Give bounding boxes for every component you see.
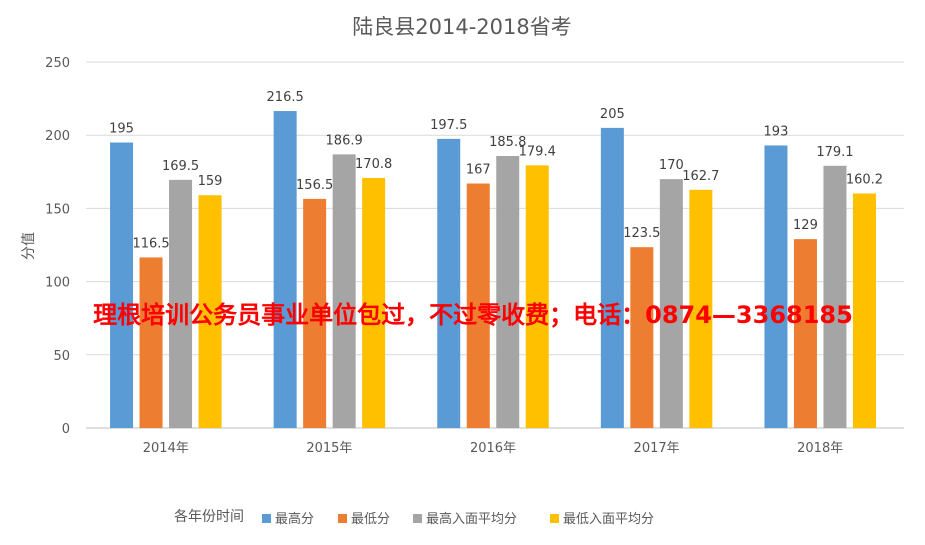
bar xyxy=(659,179,683,428)
data-label: 167 xyxy=(466,163,491,178)
x-tick-label: 2014年 xyxy=(143,441,189,456)
y-tick-label: 150 xyxy=(45,202,70,217)
legend-label: 最低入面平均分 xyxy=(563,512,654,527)
legend-swatch xyxy=(262,514,271,523)
bar xyxy=(139,257,163,428)
x-axis-ticks: 2014年 2015年 2016年 2017年 2018年 xyxy=(143,441,843,456)
legend-swatch xyxy=(413,514,422,523)
legend-swatch xyxy=(338,514,347,523)
bar xyxy=(303,198,327,428)
y-tick-label: 250 xyxy=(45,56,70,71)
data-label: 169.5 xyxy=(162,159,199,174)
bar xyxy=(689,189,713,428)
legend-item: 最低分 xyxy=(338,512,390,527)
x-tick-label: 2016年 xyxy=(470,441,516,456)
legend-swatch xyxy=(550,514,559,523)
bar xyxy=(198,195,222,428)
data-label: 197.5 xyxy=(430,118,467,133)
data-label: 195 xyxy=(109,122,134,137)
y-axis-ticks: 0 50 100 150 200 250 xyxy=(45,56,70,437)
chart-title: 陆良县2014-2018省考 xyxy=(352,15,571,39)
legend-label: 最高分 xyxy=(275,511,314,527)
data-label: 129 xyxy=(793,218,818,233)
bar xyxy=(764,145,788,428)
data-label: 179.4 xyxy=(519,144,556,159)
y-tick-label: 200 xyxy=(45,129,70,144)
x-tick-label: 2018年 xyxy=(797,441,843,456)
bar xyxy=(169,179,193,428)
x-tick-label: 2015年 xyxy=(306,441,352,456)
legend-label: 最高入面平均分 xyxy=(426,511,517,527)
data-label: 160.2 xyxy=(846,172,883,187)
bar xyxy=(273,111,297,428)
legend-item: 最高分 xyxy=(262,511,314,527)
bar xyxy=(525,165,549,428)
y-tick-label: 0 xyxy=(62,422,70,437)
data-label: 123.5 xyxy=(623,226,660,241)
data-label: 186.9 xyxy=(326,133,363,148)
data-label: 185.8 xyxy=(489,135,526,150)
legend: 最高分 最低分 最高入面平均分 最低入面平均分 xyxy=(262,511,654,527)
data-label: 156.5 xyxy=(296,178,333,193)
x-tick-label: 2017年 xyxy=(634,441,680,456)
data-label: 162.7 xyxy=(682,169,719,184)
bar xyxy=(466,183,490,428)
data-label: 170.8 xyxy=(355,157,392,172)
data-label: 205 xyxy=(600,107,625,122)
data-label: 179.1 xyxy=(816,145,853,160)
data-label: 159 xyxy=(198,174,223,189)
bar xyxy=(823,165,847,428)
y-axis-label: 分值 xyxy=(21,232,37,260)
legend-item: 最低入面平均分 xyxy=(550,512,654,527)
data-label: 193 xyxy=(764,124,789,139)
bar xyxy=(110,142,134,428)
bars xyxy=(110,111,876,429)
data-label: 216.5 xyxy=(267,90,304,105)
bar xyxy=(600,127,624,428)
bar xyxy=(793,239,817,428)
bar xyxy=(852,193,876,428)
x-axis-label: 各年份时间 xyxy=(174,509,244,525)
data-label: 116.5 xyxy=(132,236,169,251)
bar xyxy=(496,155,520,428)
legend-item: 最高入面平均分 xyxy=(413,511,517,527)
y-tick-label: 100 xyxy=(45,276,70,291)
legend-label: 最低分 xyxy=(351,512,390,527)
promo-banner: 理根培训公务员事业单位包过，不过零收费；电话：0874—3368185 xyxy=(93,301,853,329)
bar xyxy=(437,138,461,429)
y-tick-label: 50 xyxy=(53,349,70,364)
bar xyxy=(630,247,654,428)
data-label: 170 xyxy=(659,158,684,173)
bar xyxy=(332,154,356,428)
bar xyxy=(362,177,386,428)
